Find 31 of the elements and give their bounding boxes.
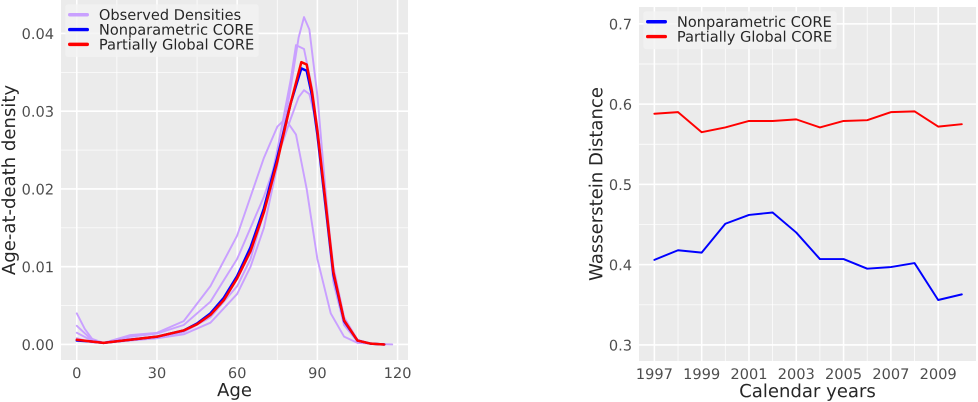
x-tick-label: 2003 [778,368,814,380]
legend-label: Partially Global CORE [678,30,832,45]
x-tick-label: 30 [148,367,166,378]
x-tick-label: 2009 [920,368,956,380]
x-tick-label: 90 [309,367,326,378]
x-tick-label: 1999 [684,368,720,380]
y-tick-label: 0.7 [610,18,631,30]
x-axis-title: Age [217,383,251,400]
y-axis-title: Age-at-death density [1,85,19,275]
y-tick-label: 0.03 [22,106,53,117]
x-tick-label: 120 [385,367,411,378]
y-tick-label: 0.6 [610,98,632,110]
x-tick-label: 2007 [873,368,908,380]
y-tick-label: 0.5 [610,179,631,190]
y-tick-label: 0.04 [22,28,54,40]
legend-label: Nonparametric CORE [100,24,253,38]
x-tick-label: 2001 [731,368,766,380]
legend-label: Observed Densities [100,8,240,20]
y-axis-title: Wasserstein Distance [588,88,603,280]
legend-label: Nonparametric CORE [678,16,831,30]
y-tick-label: 0.02 [22,184,53,195]
x-axis-title: Calendar years [740,383,875,401]
x-tick-label: 60 [228,367,246,378]
y-tick-label: 0.3 [610,340,631,351]
x-tick-label: 0 [73,367,80,378]
x-tick-label: 2005 [826,368,861,380]
y-tick-label: 0.4 [610,259,632,270]
y-tick-label: 0.01 [22,261,53,272]
legend-label: Partially Global CORE [100,38,254,53]
y-tick-label: 0.00 [22,339,54,350]
x-tick-label: 1997 [637,368,672,380]
